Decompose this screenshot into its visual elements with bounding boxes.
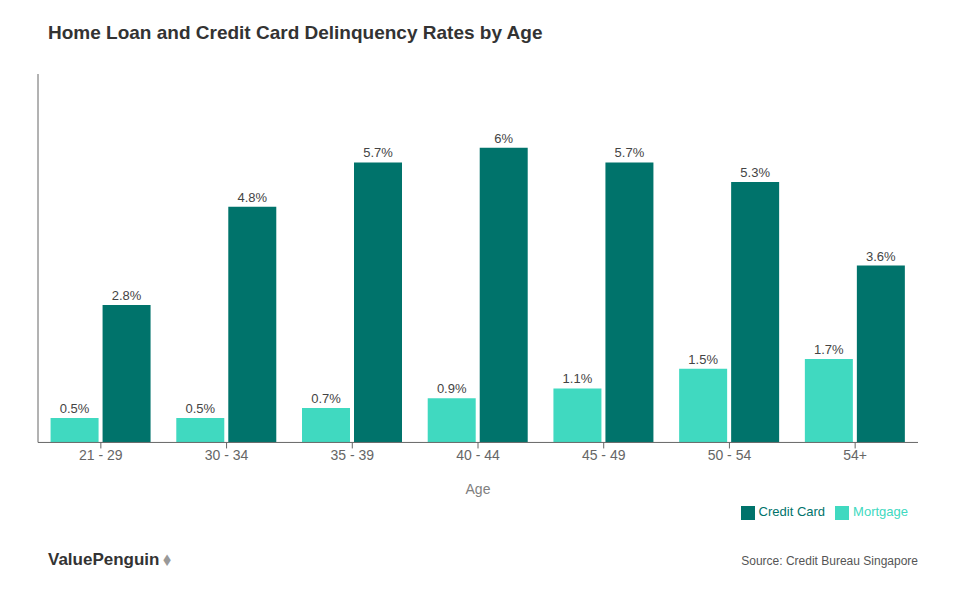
- svg-text:4.8%: 4.8%: [237, 190, 267, 205]
- svg-text:5.7%: 5.7%: [363, 145, 393, 160]
- svg-text:Age: Age: [466, 481, 491, 497]
- svg-text:1.5%: 1.5%: [688, 352, 718, 367]
- html-text:Source: Credit Bureau Singapor: Source: Credit Bureau Singapore: [741, 554, 918, 568]
- svg-text:6%: 6%: [494, 131, 513, 146]
- svg-text:5.3%: 5.3%: [740, 165, 770, 180]
- svg-text:1.1%: 1.1%: [563, 371, 593, 386]
- html-text:ValuePenguin ⬧: ValuePenguin ⬧: [48, 548, 172, 569]
- html-text:Mortgage: Mortgage: [853, 504, 908, 520]
- svg-text:5.7%: 5.7%: [615, 145, 645, 160]
- svg-text:1.7%: 1.7%: [814, 342, 844, 357]
- svg-text:0.9%: 0.9%: [437, 381, 467, 396]
- svg-text:0.5%: 0.5%: [60, 401, 90, 416]
- html-text:Credit Card: Credit Card: [758, 504, 826, 520]
- svg-text:54+: 54+: [843, 447, 867, 463]
- svg-text:50 - 54: 50 - 54: [708, 447, 752, 463]
- svg-text:35 - 39: 35 - 39: [330, 447, 374, 463]
- svg-text:30 - 34: 30 - 34: [205, 447, 249, 463]
- svg-text:0.5%: 0.5%: [185, 401, 215, 416]
- svg-text:45 - 49: 45 - 49: [582, 447, 626, 463]
- svg-text:2.8%: 2.8%: [112, 288, 142, 303]
- html-text:Home Loan and Credit Card Deli: Home Loan and Credit Card Delinquency Ra…: [48, 22, 543, 43]
- svg-text:3.6%: 3.6%: [866, 249, 896, 264]
- svg-text:0.7%: 0.7%: [311, 391, 341, 406]
- svg-text:40 - 44: 40 - 44: [456, 447, 500, 463]
- svg-text:21 - 29: 21 - 29: [79, 447, 123, 463]
